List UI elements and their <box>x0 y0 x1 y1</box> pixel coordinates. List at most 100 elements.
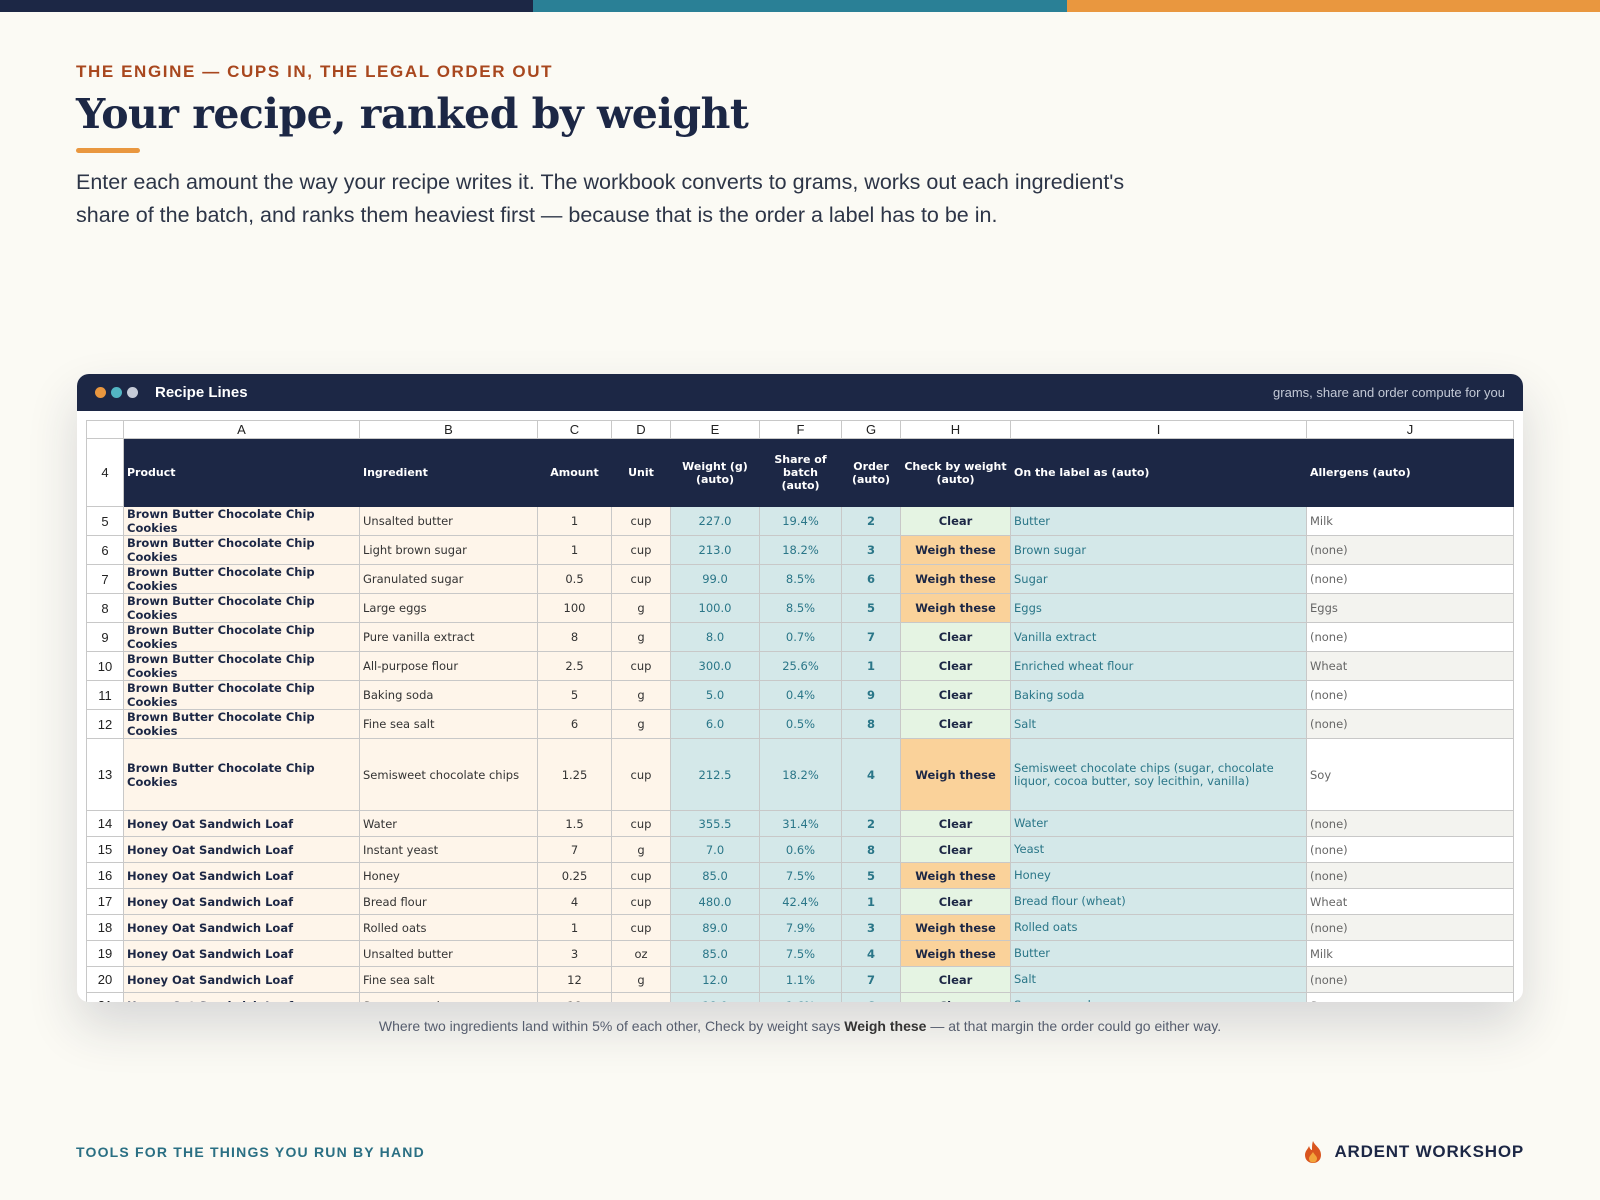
cell-order[interactable]: 2 <box>841 506 901 536</box>
cell-amount[interactable]: 1.25 <box>537 738 612 811</box>
cell-weight[interactable]: 85.0 <box>670 862 760 889</box>
cell-unit[interactable]: cup <box>611 506 671 536</box>
row-number[interactable]: 4 <box>86 438 124 507</box>
cell-check[interactable]: Clear <box>900 680 1011 710</box>
footer-brand[interactable]: ARDENT WORKSHOP <box>1302 1140 1524 1164</box>
cell-product[interactable]: Brown Butter Chocolate Chip Cookies <box>123 709 360 739</box>
cell-ingredient[interactable]: Pure vanilla extract <box>359 622 538 652</box>
cell-check[interactable]: Clear <box>900 992 1011 1002</box>
cell-check[interactable]: Weigh these <box>900 738 1011 811</box>
cell-check[interactable]: Weigh these <box>900 940 1011 967</box>
cell-amount[interactable]: 0.25 <box>537 862 612 889</box>
cell-amount[interactable]: 8 <box>537 622 612 652</box>
cell-check[interactable]: Clear <box>900 836 1011 863</box>
cell-share[interactable]: 7.5% <box>759 862 842 889</box>
cell-weight[interactable]: 7.0 <box>670 836 760 863</box>
cell-amount[interactable]: 1 <box>537 506 612 536</box>
cell-unit[interactable]: cup <box>611 738 671 811</box>
cell-label[interactable]: Sugar <box>1010 564 1307 594</box>
header-product[interactable]: Product <box>123 438 360 507</box>
cell-check[interactable]: Weigh these <box>900 914 1011 941</box>
header-order[interactable]: Order (auto) <box>841 438 901 507</box>
cell-label[interactable]: Yeast <box>1010 836 1307 863</box>
cell-share[interactable]: 8.5% <box>759 564 842 594</box>
row-number[interactable]: 18 <box>86 914 124 941</box>
cell-order[interactable]: 7 <box>841 966 901 993</box>
cell-share[interactable]: 0.7% <box>759 622 842 652</box>
cell-unit[interactable]: cup <box>611 888 671 915</box>
cell-label[interactable]: Water <box>1010 810 1307 837</box>
column-header-g[interactable]: G <box>841 420 901 439</box>
cell-product[interactable]: Brown Butter Chocolate Chip Cookies <box>123 622 360 652</box>
cell-label[interactable]: Bread flour (wheat) <box>1010 888 1307 915</box>
cell-allergens[interactable]: Wheat <box>1306 888 1514 915</box>
row-number[interactable]: 13 <box>86 738 124 811</box>
cell-amount[interactable]: 0.5 <box>537 564 612 594</box>
cell-order[interactable]: 7 <box>841 622 901 652</box>
row-number[interactable]: 6 <box>86 535 124 565</box>
cell-unit[interactable]: g <box>611 622 671 652</box>
row-number[interactable]: 17 <box>86 888 124 915</box>
cell-product[interactable]: Brown Butter Chocolate Chip Cookies <box>123 506 360 536</box>
row-number[interactable]: 20 <box>86 966 124 993</box>
row-number[interactable]: 21 <box>86 992 124 1002</box>
cell-weight[interactable]: 212.5 <box>670 738 760 811</box>
header-label[interactable]: On the label as (auto) <box>1010 438 1307 507</box>
cell-order[interactable]: 6 <box>841 992 901 1002</box>
header-allergens[interactable]: Allergens (auto) <box>1306 438 1514 507</box>
cell-allergens[interactable]: Soy <box>1306 738 1514 811</box>
cell-weight[interactable]: 6.0 <box>670 709 760 739</box>
column-header-c[interactable]: C <box>537 420 612 439</box>
cell-label[interactable]: Honey <box>1010 862 1307 889</box>
cell-ingredient[interactable]: Light brown sugar <box>359 535 538 565</box>
cell-unit[interactable]: g <box>611 992 671 1002</box>
cell-allergens[interactable]: (none) <box>1306 966 1514 993</box>
cell-ingredient[interactable]: Bread flour <box>359 888 538 915</box>
cell-product[interactable]: Brown Butter Chocolate Chip Cookies <box>123 593 360 623</box>
cell-allergens[interactable]: (none) <box>1306 810 1514 837</box>
column-header-h[interactable]: H <box>900 420 1011 439</box>
cell-weight[interactable]: 300.0 <box>670 651 760 681</box>
cell-product[interactable]: Honey Oat Sandwich Loaf <box>123 914 360 941</box>
cell-weight[interactable]: 355.5 <box>670 810 760 837</box>
cell-share[interactable]: 25.6% <box>759 651 842 681</box>
cell-unit[interactable]: g <box>611 680 671 710</box>
cell-share[interactable]: 1.1% <box>759 966 842 993</box>
cell-allergens[interactable]: (none) <box>1306 836 1514 863</box>
cell-amount[interactable]: 1 <box>537 914 612 941</box>
cell-weight[interactable]: 12.0 <box>670 966 760 993</box>
header-amount[interactable]: Amount <box>537 438 612 507</box>
cell-ingredient[interactable]: Instant yeast <box>359 836 538 863</box>
cell-ingredient[interactable]: Sesame seeds <box>359 992 538 1002</box>
cell-product[interactable]: Honey Oat Sandwich Loaf <box>123 862 360 889</box>
cell-weight[interactable]: 18.0 <box>670 992 760 1002</box>
cell-label[interactable]: Brown sugar <box>1010 535 1307 565</box>
cell-weight[interactable]: 8.0 <box>670 622 760 652</box>
cell-share[interactable]: 19.4% <box>759 506 842 536</box>
cell-amount[interactable]: 100 <box>537 593 612 623</box>
row-number[interactable]: 9 <box>86 622 124 652</box>
cell-share[interactable]: 0.5% <box>759 709 842 739</box>
cell-check[interactable]: Weigh these <box>900 593 1011 623</box>
cell-weight[interactable]: 89.0 <box>670 914 760 941</box>
cell-allergens[interactable]: (none) <box>1306 914 1514 941</box>
row-number[interactable]: 15 <box>86 836 124 863</box>
cell-ingredient[interactable]: All-purpose flour <box>359 651 538 681</box>
cell-order[interactable]: 6 <box>841 564 901 594</box>
cell-amount[interactable]: 18 <box>537 992 612 1002</box>
cell-allergens[interactable]: (none) <box>1306 709 1514 739</box>
cell-unit[interactable]: g <box>611 709 671 739</box>
cell-product[interactable]: Honey Oat Sandwich Loaf <box>123 966 360 993</box>
column-header-i[interactable]: I <box>1010 420 1307 439</box>
cell-product[interactable]: Honey Oat Sandwich Loaf <box>123 940 360 967</box>
cell-unit[interactable]: cup <box>611 535 671 565</box>
cell-share[interactable]: 31.4% <box>759 810 842 837</box>
cell-unit[interactable]: cup <box>611 651 671 681</box>
cell-order[interactable]: 2 <box>841 810 901 837</box>
cell-allergens[interactable]: Eggs <box>1306 593 1514 623</box>
cell-allergens[interactable]: (none) <box>1306 680 1514 710</box>
cell-weight[interactable]: 227.0 <box>670 506 760 536</box>
cell-amount[interactable]: 1 <box>537 535 612 565</box>
cell-weight[interactable]: 85.0 <box>670 940 760 967</box>
cell-order[interactable]: 4 <box>841 738 901 811</box>
